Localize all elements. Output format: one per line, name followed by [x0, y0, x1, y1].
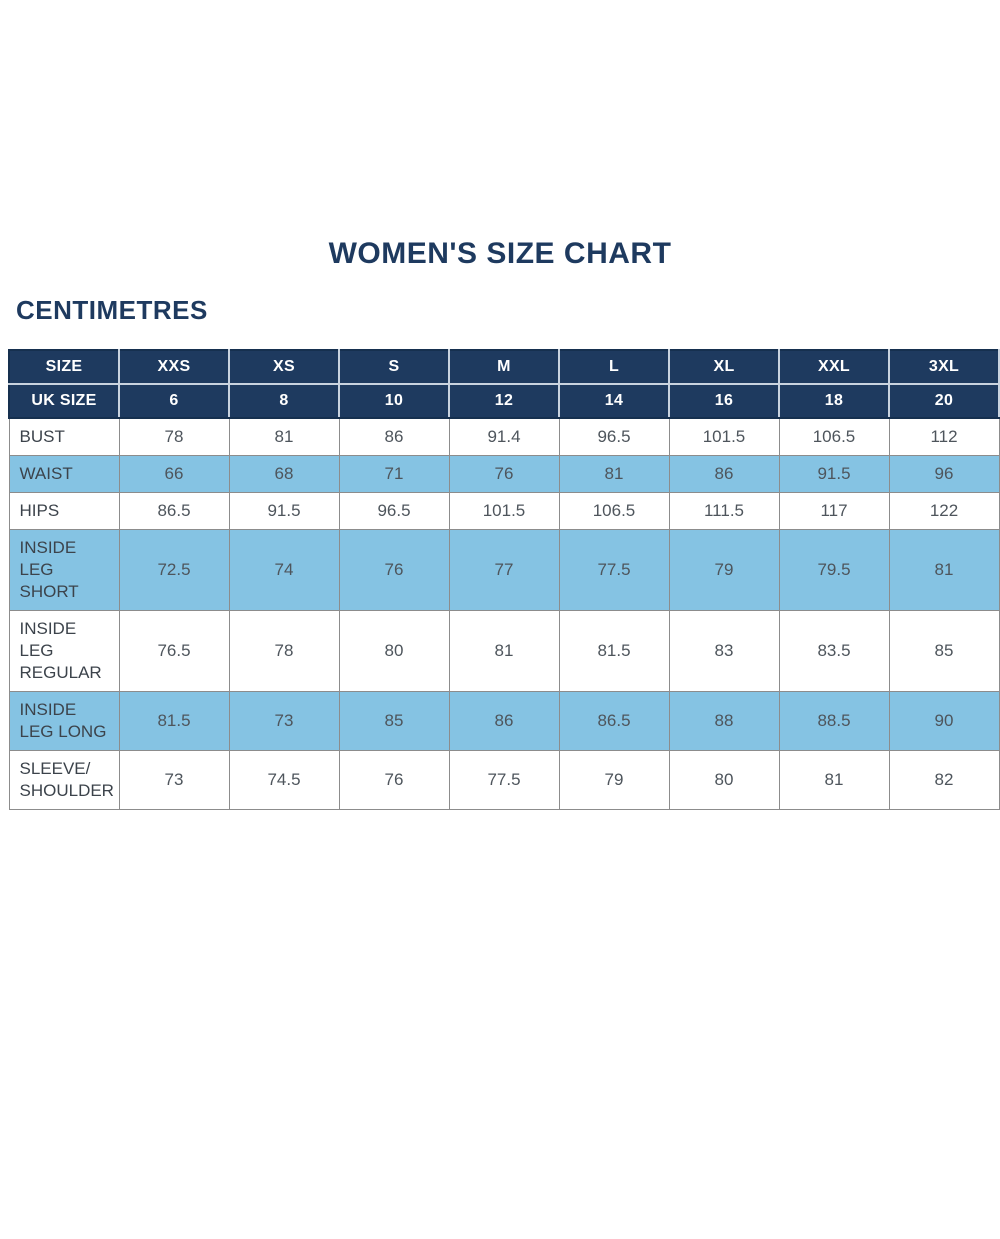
value-cell: 77.5	[558, 529, 670, 611]
row-label: INSIDE LEG REGULAR	[8, 610, 120, 692]
table-row: INSIDE LEG REGULAR 76.5 78 80 81 81.5 83 83.5 85	[8, 610, 1000, 692]
value-cell: 83	[668, 610, 780, 692]
value-cell: 77	[448, 529, 560, 611]
value-cell: 90	[888, 691, 1000, 751]
value-cell: 68	[228, 455, 340, 493]
table-body: BUST 78 81 86 91.4 96.5 101.5 106.5 112 WAIST 66 68…	[8, 417, 1000, 810]
value-cell: 81	[228, 417, 340, 456]
value-cell: 91.5	[778, 455, 890, 493]
uk-size-header-row: UK SIZE 6 8 10 12 14 16 18 20	[8, 383, 1000, 419]
row-label: INSIDE LEG LONG	[8, 691, 120, 751]
value-cell: 80	[338, 610, 450, 692]
table-row: BUST 78 81 86 91.4 96.5 101.5 106.5 112	[8, 417, 1000, 456]
value-cell: 96.5	[558, 417, 670, 456]
value-cell: 72.5	[118, 529, 230, 611]
value-cell: 101.5	[668, 417, 780, 456]
value-cell: 91.5	[228, 492, 340, 530]
table-header: SIZE XXS XS S M L XL XXL 3XL UK SIZE 6 8 10 12 14 16 18 2…	[8, 349, 1000, 419]
size-chart-table: SIZE XXS XS S M L XL XXL 3XL UK SIZE 6 8 10 12 14 16 18 2…	[8, 349, 1000, 810]
value-cell: 76	[448, 455, 560, 493]
value-cell: 86	[668, 455, 780, 493]
value-cell: 96	[888, 455, 1000, 493]
value-cell: 86	[448, 691, 560, 751]
value-cell: 88.5	[778, 691, 890, 751]
header-cell: 10	[338, 383, 450, 419]
value-cell: 122	[888, 492, 1000, 530]
value-cell: 73	[118, 750, 230, 810]
header-row-label: SIZE	[8, 349, 120, 385]
header-cell: M	[448, 349, 560, 385]
header-cell: 12	[448, 383, 560, 419]
value-cell: 85	[888, 610, 1000, 692]
row-label: BUST	[8, 417, 120, 456]
value-cell: 73	[228, 691, 340, 751]
value-cell: 106.5	[558, 492, 670, 530]
value-cell: 81	[778, 750, 890, 810]
header-cell: 6	[118, 383, 230, 419]
value-cell: 81.5	[558, 610, 670, 692]
value-cell: 76.5	[118, 610, 230, 692]
header-cell: XS	[228, 349, 340, 385]
value-cell: 96.5	[338, 492, 450, 530]
value-cell: 79	[558, 750, 670, 810]
value-cell: 77.5	[448, 750, 560, 810]
value-cell: 81	[888, 529, 1000, 611]
value-cell: 74	[228, 529, 340, 611]
value-cell: 82	[888, 750, 1000, 810]
header-cell: 20	[888, 383, 1000, 419]
table-row: HIPS 86.5 91.5 96.5 101.5 106.5 111.5 117 122	[8, 492, 1000, 530]
header-cell: L	[558, 349, 670, 385]
value-cell: 74.5	[228, 750, 340, 810]
value-cell: 76	[338, 750, 450, 810]
value-cell: 79	[668, 529, 780, 611]
value-cell: 112	[888, 417, 1000, 456]
value-cell: 81	[558, 455, 670, 493]
value-cell: 91.4	[448, 417, 560, 456]
size-header-row: SIZE XXS XS S M L XL XXL 3XL	[8, 349, 1000, 385]
value-cell: 81.5	[118, 691, 230, 751]
header-cell: 8	[228, 383, 340, 419]
header-cell: 3XL	[888, 349, 1000, 385]
value-cell: 81	[448, 610, 560, 692]
header-cell: XXS	[118, 349, 230, 385]
value-cell: 79.5	[778, 529, 890, 611]
value-cell: 71	[338, 455, 450, 493]
table-row: INSIDE LEG SHORT 72.5 74 76 77 77.5 79 79.5 81	[8, 529, 1000, 611]
table-row: WAIST 66 68 71 76 81 86 91.5 96	[8, 455, 1000, 493]
value-cell: 78	[118, 417, 230, 456]
value-cell: 80	[668, 750, 780, 810]
units-label: CENTIMETRES	[16, 295, 208, 325]
table-row: SLEEVE/ SHOULDER 73 74.5 76 77.5 79 80 81 82	[8, 750, 1000, 810]
row-label: SLEEVE/ SHOULDER	[8, 750, 120, 810]
row-label: HIPS	[8, 492, 120, 530]
row-label: INSIDE LEG SHORT	[8, 529, 120, 611]
value-cell: 101.5	[448, 492, 560, 530]
value-cell: 83.5	[778, 610, 890, 692]
value-cell: 111.5	[668, 492, 780, 530]
row-label: WAIST	[8, 455, 120, 493]
value-cell: 106.5	[778, 417, 890, 456]
value-cell: 86.5	[558, 691, 670, 751]
header-cell: 14	[558, 383, 670, 419]
page-title: WOMEN'S SIZE CHART	[328, 237, 672, 270]
value-cell: 88	[668, 691, 780, 751]
header-cell: XXL	[778, 349, 890, 385]
value-cell: 76	[338, 529, 450, 611]
value-cell: 78	[228, 610, 340, 692]
table-row: INSIDE LEG LONG 81.5 73 85 86 86.5 88 88.5 90	[8, 691, 1000, 751]
header-cell: 16	[668, 383, 780, 419]
value-cell: 86	[338, 417, 450, 456]
value-cell: 86.5	[118, 492, 230, 530]
header-row-label: UK SIZE	[8, 383, 120, 419]
header-cell: 18	[778, 383, 890, 419]
header-cell: S	[338, 349, 450, 385]
value-cell: 66	[118, 455, 230, 493]
value-cell: 85	[338, 691, 450, 751]
value-cell: 117	[778, 492, 890, 530]
header-cell: XL	[668, 349, 780, 385]
